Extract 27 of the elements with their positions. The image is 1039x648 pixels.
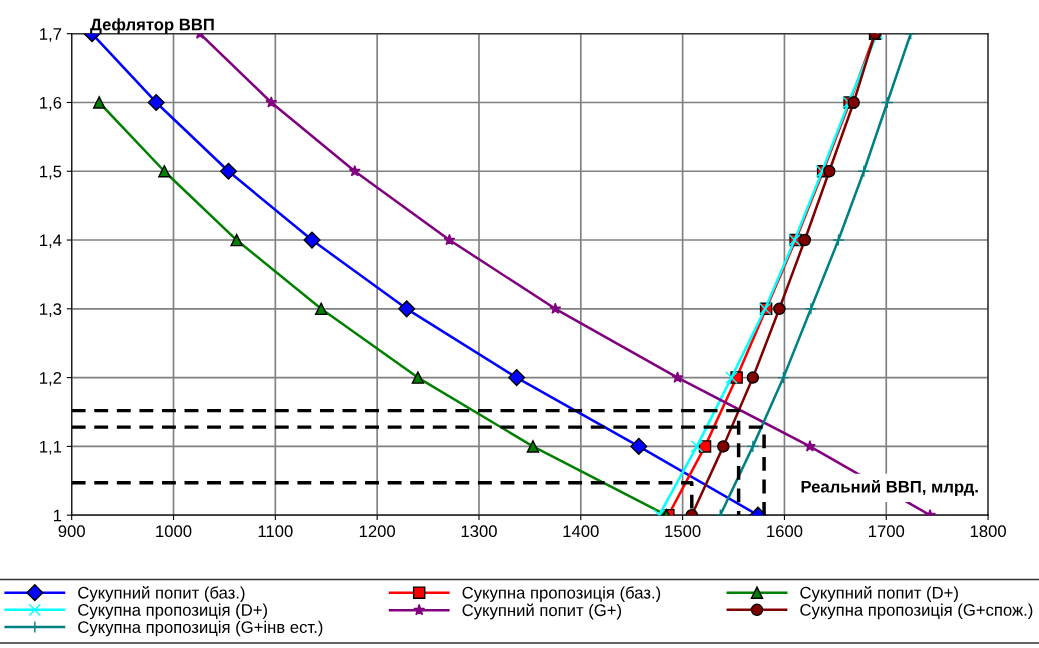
x-tick-label: 1600 [767,525,803,538]
y-tick-label: 1,7 [40,28,62,42]
y-axis-title: Дефлятор ВВП [90,18,214,34]
x-tick-label: 1000 [156,525,192,538]
legend-label: Сукупний попит (баз.) [78,586,245,602]
x-tick-label: 1800 [970,525,1006,538]
y-tick-label: 1,4 [40,234,62,249]
legend-label: Сукупна пропозиція (баз.) [462,586,661,602]
legend-label: Сукупний попит (D+) [800,586,958,602]
x-tick-label: 1500 [665,525,701,538]
y-tick-label: 1 [53,509,62,522]
legend-label: Сукупний попит (G+) [462,603,622,620]
x-tick-label: 1700 [869,525,905,538]
legend-label: Сукупна пропозиція (G+спож.) [800,603,1033,620]
x-tick-label: 900 [58,525,85,538]
y-tick-label: 1,1 [40,440,62,455]
legend-label: Сукупна пропозиція (D+) [78,603,267,620]
legend-label: Сукупна пропозиція (G+інв ест.) [78,620,323,637]
x-axis-title: Реальний ВВП, млрд. [801,480,978,496]
y-tick-label: 1,5 [40,165,62,180]
y-tick-label: 1,2 [40,372,62,386]
x-tick-label: 1100 [258,525,293,538]
x-tick-label: 1300 [461,525,497,538]
y-tick-label: 1,3 [40,303,62,317]
y-tick-label: 1,6 [40,96,62,111]
x-tick-label: 1200 [359,525,396,538]
x-tick-label: 1400 [563,525,599,538]
